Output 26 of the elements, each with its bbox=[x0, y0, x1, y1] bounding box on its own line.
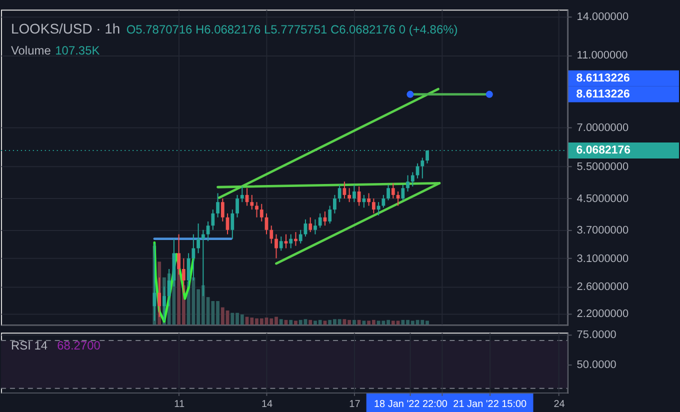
annotation: 107.35K bbox=[55, 43, 100, 58]
y-tick-label: 5.5000000 bbox=[576, 160, 629, 173]
y-tick-label: 3.7000000 bbox=[576, 224, 629, 236]
text: 8.6113226 bbox=[576, 72, 630, 84]
x-tick-label: 14 bbox=[261, 398, 273, 410]
x-tick-label: 21 Jan '22 15:00 bbox=[453, 398, 528, 410]
text: 68.2700 bbox=[57, 338, 101, 353]
x-tick-label: 24 bbox=[554, 398, 566, 410]
text: 8.6113226 bbox=[576, 88, 630, 100]
y-tick-label: 11.000000 bbox=[576, 50, 628, 62]
text: O5.7870716 H6.0682176 L5.7775751 C6.0682176 0 (+4.86%) bbox=[126, 22, 458, 37]
text: RSI 14 bbox=[10, 338, 48, 353]
y-tick-label: 4.5000000 bbox=[576, 192, 629, 205]
y-tick-label: 3.1000000 bbox=[576, 252, 629, 265]
y-tick-label: 75.0000 bbox=[576, 329, 616, 342]
y-tick-label: 2.2000000 bbox=[576, 308, 629, 320]
chart-title: Volume bbox=[10, 43, 52, 58]
x-tick-label: 11 bbox=[174, 398, 185, 410]
y-tick-label: 7.0000000 bbox=[576, 122, 629, 134]
ref-line-label: 6.0682176 bbox=[576, 144, 630, 156]
x-tick-label: 17 bbox=[349, 398, 361, 410]
y-tick-label: 50.0000 bbox=[576, 358, 616, 371]
text: LOOKS/USD · 1h bbox=[10, 20, 120, 37]
x-tick-label: 18 Jan '22 22:00 bbox=[374, 398, 448, 410]
y-tick-label: 14.000000 bbox=[576, 10, 629, 23]
y-tick-label: 2.6000000 bbox=[576, 281, 629, 294]
